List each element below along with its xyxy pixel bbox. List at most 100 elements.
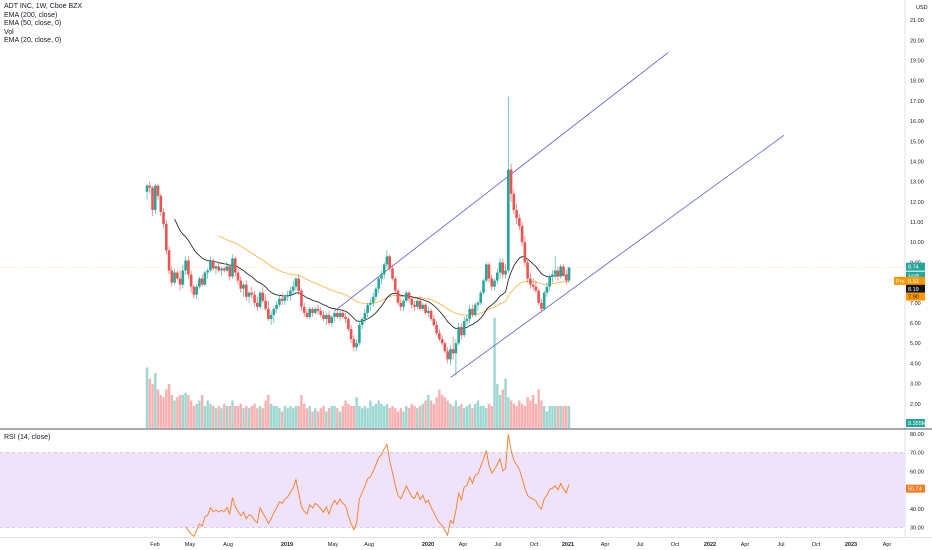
rsi-value-label-bg	[906, 484, 925, 493]
candle-body	[222, 268, 226, 271]
price-tick: 14.00	[910, 159, 924, 165]
volume-bar	[211, 406, 215, 428]
volume-bar	[308, 406, 311, 428]
ema20-line	[174, 218, 570, 330]
candle-body	[460, 327, 463, 336]
candle-body	[416, 300, 419, 307]
time-label: 2020	[422, 542, 434, 548]
candle-body	[297, 278, 300, 291]
price-tick: 20.00	[910, 38, 924, 44]
candle-body	[300, 290, 303, 307]
legend-volume[interactable]: Vol	[4, 28, 14, 36]
volume-bar	[429, 400, 433, 428]
candle-body	[413, 304, 416, 307]
candle-body	[407, 292, 411, 299]
volume-bar	[416, 408, 419, 428]
volume-bar	[471, 408, 474, 428]
volume-bar	[286, 408, 289, 428]
candle-body	[192, 286, 196, 295]
price-tick: 7.00	[910, 301, 921, 307]
rsi-tick: 40.00	[910, 507, 924, 513]
rsi-tick: 30.00	[910, 526, 924, 532]
candle-body	[440, 339, 444, 344]
time-label: Oct	[812, 542, 821, 548]
legend-ema200[interactable]: EMA (200, close)	[4, 11, 58, 19]
candle-body	[162, 211, 165, 225]
volume-bar	[374, 403, 378, 428]
candle-body	[507, 169, 510, 271]
rsi-tick: 60.00	[910, 469, 924, 475]
candle-body	[347, 318, 350, 330]
volume-bar	[178, 395, 182, 428]
volume-bar	[515, 406, 518, 428]
candle-body	[457, 327, 460, 344]
candle-body	[209, 260, 212, 271]
legend-ema50[interactable]: EMA (50, close, 0)	[4, 20, 62, 28]
volume-bar	[253, 403, 256, 428]
candle-body	[479, 292, 483, 303]
candle-body	[316, 308, 320, 311]
candle-body	[454, 343, 458, 354]
volume-bar	[545, 411, 549, 428]
volume-bar	[239, 403, 242, 428]
volume-bar	[256, 408, 259, 428]
candle-body	[484, 264, 488, 281]
volume-bar	[451, 406, 455, 428]
candle-body	[360, 318, 364, 326]
candle-body	[278, 298, 281, 305]
candle-body	[498, 262, 502, 273]
time-label: Apr	[601, 542, 610, 548]
volume-bar	[396, 411, 400, 428]
volume-bar	[189, 400, 193, 428]
candle-body	[242, 284, 245, 289]
candle-body	[308, 308, 312, 317]
volume-bar	[457, 406, 460, 428]
rsi-legend[interactable]: RSI (14, close)	[4, 434, 51, 441]
candle-body	[476, 302, 480, 305]
price-tick: 15.00	[910, 139, 924, 145]
candle-body	[509, 169, 513, 194]
volume-bar	[548, 406, 551, 428]
candle-body	[173, 272, 176, 283]
candle-body	[159, 195, 163, 212]
candle-body	[556, 270, 560, 277]
volume-label-bg	[906, 419, 925, 427]
volume-bar	[476, 400, 480, 428]
volume-bar	[217, 406, 220, 428]
volume-bar	[531, 395, 535, 428]
volume-bar	[405, 406, 408, 428]
volume-bar	[272, 406, 276, 428]
volume-bar	[264, 400, 267, 428]
volume-label: 9.355M	[908, 421, 927, 427]
time-label: 2023	[845, 542, 857, 548]
volume-bar	[195, 403, 198, 428]
volume-bar	[275, 406, 278, 428]
candle-body	[548, 276, 551, 287]
candle-body	[341, 312, 345, 317]
candle-body	[495, 272, 499, 281]
volume-bar	[225, 406, 229, 428]
candle-body	[236, 272, 240, 281]
price-tick: 19.00	[910, 59, 924, 65]
candle-body	[399, 302, 403, 307]
candle-body	[468, 308, 472, 319]
candle-body	[217, 266, 221, 271]
volume-bar	[427, 395, 430, 428]
candle-body	[330, 316, 334, 323]
volume-bar	[509, 400, 513, 428]
volume-bar	[443, 397, 447, 428]
time-label: Aug	[364, 542, 374, 548]
volume-bar	[176, 397, 179, 428]
time-label: 2019	[281, 542, 293, 548]
candle-body	[344, 316, 347, 319]
legend-ema20[interactable]: EMA (20, close, 0)	[4, 37, 62, 45]
candle-body	[443, 343, 447, 352]
candle-body	[176, 272, 179, 279]
candle-body	[427, 310, 430, 313]
volume-bar	[325, 411, 328, 428]
candle-body	[283, 296, 287, 301]
candle-body	[393, 278, 397, 291]
candle-body	[165, 224, 168, 251]
time-label: Aug	[223, 542, 233, 548]
